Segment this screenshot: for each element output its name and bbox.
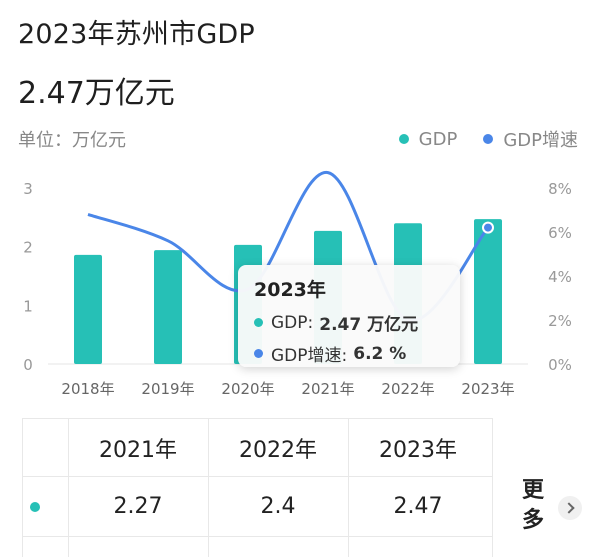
legend-item-gdp[interactable]: GDP: [398, 128, 458, 150]
gdp-dot-icon: [254, 318, 263, 327]
tooltip-gdp-value: 2.47 万亿元: [319, 315, 419, 335]
chart-legend: GDP GDP增速: [398, 126, 578, 152]
table-cell-2021: 2.27: [113, 494, 163, 519]
table-divider: [22, 536, 492, 537]
gdp-dot-icon: [398, 134, 409, 144]
tooltip-row-gdp: GDP: 2.47 万亿元: [254, 310, 444, 335]
x-tick-label: 2019年: [141, 380, 194, 398]
y-left-tick-label: 1: [23, 297, 33, 315]
table-divider: [22, 418, 23, 557]
growth-dot-icon: [483, 134, 494, 144]
bar-gdp-2018年: [74, 254, 102, 364]
table-divider: [22, 476, 492, 477]
y-left-tick-label: 0: [23, 356, 33, 374]
tooltip-growth-value: 6.2 %: [353, 343, 407, 364]
gdp-dot-icon: [30, 502, 40, 512]
y-right-tick-label: 4%: [548, 268, 572, 286]
table-header-2021: 2021年: [99, 438, 177, 463]
table-divider: [68, 418, 69, 557]
table-divider: [22, 418, 492, 419]
y-right-tick-label: 6%: [548, 224, 572, 242]
unit-label: 单位：万亿元: [18, 130, 126, 151]
chart-tooltip: 2023年 GDP: 2.47 万亿元 GDP增速: 6.2 %: [238, 265, 460, 367]
more-button[interactable]: 更多: [522, 478, 545, 533]
legend-item-growth[interactable]: GDP增速: [483, 126, 578, 152]
y-left-tick-label: 2: [23, 239, 33, 257]
table-divider: [208, 418, 209, 557]
data-table: 2021年 2022年 2023年 2.27 2.4 2.47 更多: [22, 418, 582, 557]
bar-gdp-2019年: [154, 250, 182, 364]
point-growth-2023: [482, 221, 494, 234]
bar-gdp-2023年: [474, 219, 502, 364]
y-left-tick-label: 3: [23, 180, 33, 198]
table-cell-2022: 2.4: [260, 494, 296, 519]
tooltip-growth-label: GDP增速:: [271, 346, 348, 366]
table-divider: [348, 418, 349, 557]
legend-label-gdp: GDP: [418, 128, 458, 150]
legend-label-growth: GDP增速: [503, 130, 578, 151]
table-header-2022: 2022年: [239, 438, 317, 463]
y-right-tick-label: 0%: [548, 356, 572, 374]
tooltip-gdp-label: GDP:: [271, 312, 314, 333]
growth-dot-icon: [254, 349, 263, 358]
x-tick-label: 2020年: [221, 380, 274, 398]
x-tick-label: 2021年: [301, 380, 354, 398]
table-divider: [492, 418, 493, 557]
x-tick-label: 2023年: [461, 380, 514, 398]
page-title: 2023年苏州市GDP: [18, 19, 255, 50]
y-right-tick-label: 8%: [548, 180, 572, 198]
y-right-tick-label: 2%: [548, 312, 572, 330]
tooltip-title: 2023年: [254, 279, 326, 301]
table-header-2023: 2023年: [379, 438, 457, 463]
table-cell-2023: 2.47: [393, 494, 443, 519]
gdp-value: 2.47万亿元: [18, 76, 175, 111]
tooltip-row-growth: GDP增速: 6.2 %: [254, 341, 444, 366]
x-tick-label: 2018年: [61, 380, 114, 398]
chevron-right-icon[interactable]: [558, 496, 582, 520]
x-tick-label: 2022年: [381, 380, 434, 398]
